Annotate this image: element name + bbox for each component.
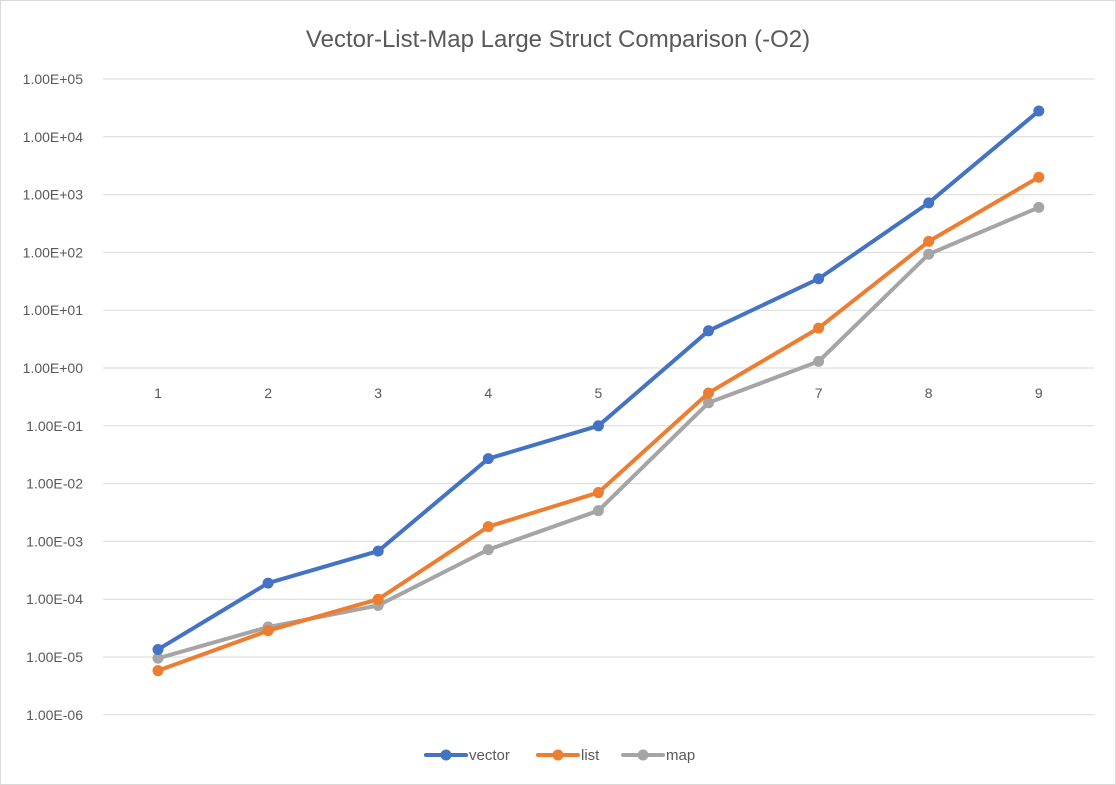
data-point-map: [923, 248, 935, 260]
chart-title: Vector-List-Map Large Struct Comparison …: [306, 26, 810, 53]
gridlines: [103, 78, 1094, 716]
data-point-list: [592, 487, 604, 499]
data-point-list: [262, 625, 274, 637]
data-point-vector: [482, 453, 494, 465]
legend-marker-vector: [440, 749, 452, 761]
data-point-vector: [592, 420, 604, 432]
x-tick-label: 3: [374, 385, 382, 401]
data-point-list: [703, 387, 714, 399]
legend: vector list map: [424, 747, 695, 764]
data-point-list: [923, 235, 935, 247]
x-tick-label: 2: [264, 385, 272, 401]
data-point-map: [482, 544, 494, 556]
data-point-vector: [262, 577, 274, 589]
series-lines: [152, 105, 1045, 677]
y-tick-label: 1.00E+00: [23, 360, 84, 376]
data-point-map: [813, 355, 825, 367]
data-point-vector: [923, 197, 935, 209]
y-tick-label: 1.00E+01: [23, 302, 84, 318]
series-line-vector: [156, 108, 1041, 652]
x-tick-label: 4: [484, 385, 492, 401]
legend-marker-map: [637, 749, 649, 761]
data-point-list: [813, 322, 825, 334]
y-tick-label: 1.00E+04: [23, 129, 84, 145]
legend-marker-list: [552, 749, 564, 761]
y-tick-label: 1.00E-04: [26, 591, 83, 607]
legend-label-list: list: [581, 747, 600, 764]
x-axis-tick-labels: 123456789: [154, 385, 1043, 401]
y-tick-label: 1.00E-05: [26, 649, 83, 665]
legend-label-vector: vector: [469, 747, 510, 764]
data-point-map: [703, 397, 714, 409]
x-tick-label: 8: [925, 385, 933, 401]
x-tick-label: 5: [595, 385, 603, 401]
x-tick-label: 7: [815, 385, 823, 401]
y-tick-label: 1.00E+05: [23, 71, 84, 87]
y-tick-label: 1.00E-01: [26, 418, 83, 434]
data-point-list: [482, 521, 494, 533]
data-point-vector: [372, 545, 384, 557]
y-tick-label: 1.00E+02: [23, 244, 84, 260]
data-point-map: [1033, 201, 1045, 213]
data-point-list: [372, 593, 384, 605]
y-tick-label: 1.00E+03: [23, 187, 84, 203]
series-line-map: [156, 205, 1041, 661]
data-point-vector: [152, 643, 164, 655]
data-point-list: [1033, 171, 1045, 183]
y-tick-label: 1.00E-03: [26, 533, 83, 549]
data-point-vector: [813, 273, 825, 285]
legend-label-map: map: [666, 747, 695, 764]
data-point-vector: [703, 325, 714, 337]
x-tick-label: 1: [154, 385, 162, 401]
data-point-map: [592, 505, 604, 517]
data-point-map: [152, 652, 164, 664]
y-tick-label: 1.00E-02: [26, 476, 83, 492]
x-tick-label: 9: [1035, 385, 1043, 401]
y-tick-label: 1.00E-06: [26, 707, 83, 723]
data-point-list: [152, 665, 164, 677]
y-axis-tick-labels: 1.00E+05 1.00E+04 1.00E+03 1.00E+02 1.00E+01…: [23, 71, 84, 723]
data-point-vector: [1033, 105, 1045, 117]
